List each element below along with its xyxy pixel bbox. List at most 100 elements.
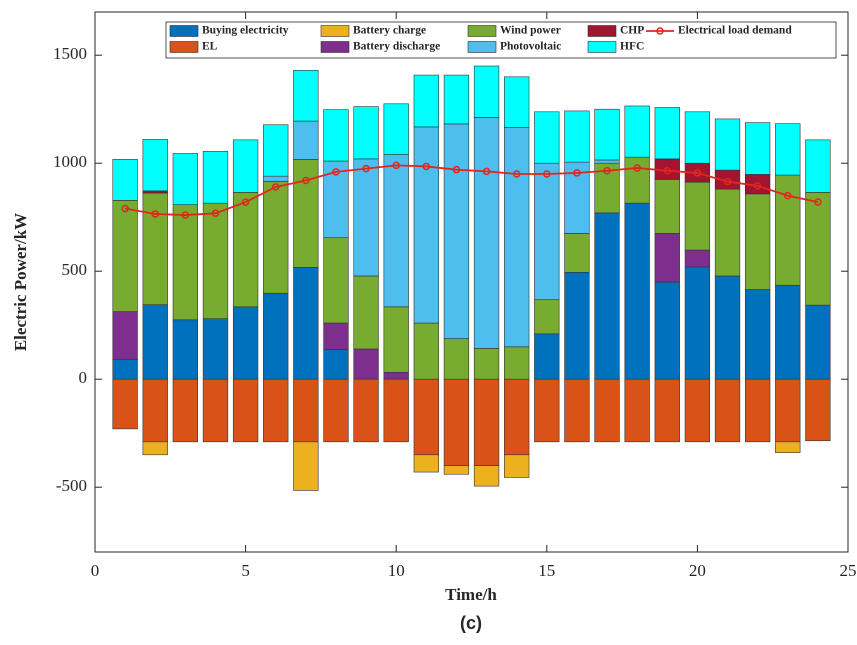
load-marker (573, 169, 581, 177)
bar (413, 454, 439, 473)
bar (654, 281, 680, 380)
bar (624, 378, 650, 443)
legend-swatch (467, 41, 497, 53)
load-marker (603, 167, 611, 175)
bar (805, 378, 831, 442)
bar (323, 322, 349, 350)
legend-label: EL (202, 41, 218, 53)
load-marker (663, 167, 672, 175)
legend-swatch (587, 41, 617, 53)
bar (594, 378, 620, 443)
x-tick-label: 5 (241, 561, 250, 580)
bar (142, 190, 168, 194)
bar (202, 318, 229, 380)
legend-swatch (320, 41, 350, 53)
bar (654, 107, 680, 160)
bar (684, 249, 711, 268)
bar (654, 378, 680, 443)
legend-swatch (467, 25, 497, 37)
bar (744, 289, 771, 380)
x-tick-label: 0 (91, 561, 100, 580)
y-tick-label: -500 (56, 476, 87, 495)
load-marker (392, 161, 400, 170)
bar (744, 193, 771, 290)
y-tick-label: 1500 (53, 44, 87, 63)
bar (473, 65, 500, 118)
legend-swatch (169, 25, 199, 37)
load-marker (512, 170, 521, 178)
bar (714, 378, 741, 443)
bar (684, 111, 711, 164)
bar (504, 127, 530, 348)
load-marker (241, 198, 250, 206)
legend-label: Wind power (500, 25, 561, 37)
bar (654, 233, 680, 283)
bar (323, 109, 349, 162)
bar (353, 378, 379, 443)
legend-swatch (587, 25, 617, 37)
load-marker (482, 167, 491, 176)
bar (293, 159, 319, 268)
bar (293, 441, 319, 491)
bar (112, 359, 138, 380)
bar (353, 158, 379, 277)
bar (112, 159, 138, 201)
bar (353, 106, 379, 160)
bar (413, 322, 439, 380)
bar (383, 371, 409, 380)
load-marker (302, 176, 310, 185)
bar (534, 111, 560, 164)
bar (232, 306, 259, 380)
bar (142, 139, 168, 192)
bar (775, 441, 801, 453)
bar (383, 378, 409, 443)
bar (232, 378, 259, 443)
load-marker (211, 209, 220, 218)
bar (323, 237, 349, 324)
legend-label: CHP (620, 25, 644, 37)
bar (413, 378, 439, 456)
load-marker (181, 211, 190, 219)
bar (775, 123, 801, 176)
bar (473, 465, 500, 487)
bar (564, 110, 590, 163)
y-tick-label: 500 (62, 260, 88, 279)
bar (353, 348, 379, 380)
bar (564, 378, 590, 443)
bar (112, 378, 138, 430)
bar (293, 378, 319, 443)
load-marker (422, 162, 431, 171)
bar (775, 284, 801, 380)
bar (714, 118, 741, 171)
bar (443, 465, 470, 475)
legend-label: Battery discharge (353, 41, 440, 53)
bar (202, 151, 229, 204)
bar (232, 139, 259, 193)
bar (504, 76, 530, 128)
bar (172, 153, 199, 205)
bar (443, 74, 470, 125)
x-tick-label: 15 (538, 561, 555, 580)
bar (172, 378, 199, 443)
bar (263, 124, 289, 177)
load-marker (784, 191, 792, 200)
legend-label: Battery charge (353, 25, 426, 37)
bar (142, 378, 168, 443)
legend-swatch (320, 25, 350, 37)
legend-marker (656, 27, 664, 35)
load-marker (753, 182, 762, 190)
legend-label: Electrical load demand (678, 25, 792, 37)
bar (564, 233, 590, 273)
legend-label: HFC (620, 41, 644, 53)
bar (564, 271, 590, 380)
load-marker (723, 177, 732, 186)
x-tick-label: 10 (388, 561, 405, 580)
bar (263, 175, 289, 182)
bar (654, 179, 680, 234)
legend-label: Photovoltaic (500, 41, 561, 53)
bar (323, 349, 349, 380)
bar (684, 266, 711, 380)
bar (775, 378, 801, 443)
y-axis-label: Electric Power/kW (11, 213, 30, 351)
bar (413, 74, 439, 128)
